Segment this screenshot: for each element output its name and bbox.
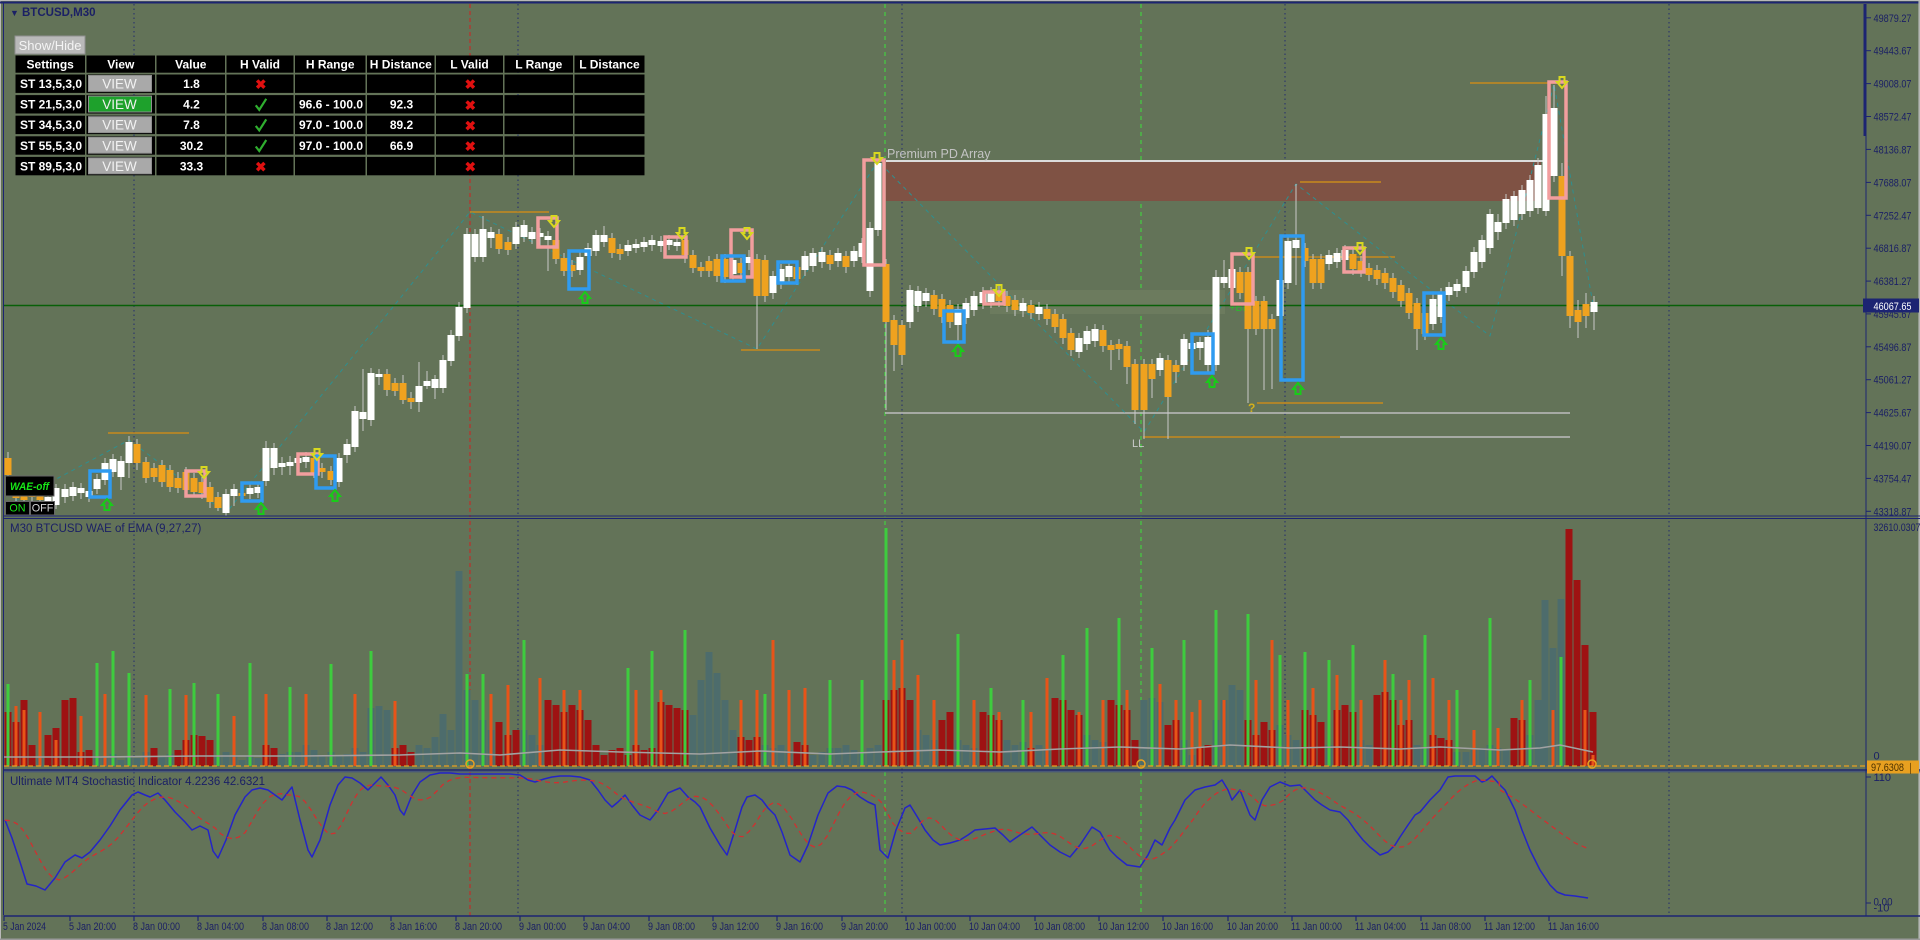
svg-text:48572.47: 48572.47	[1874, 112, 1912, 124]
svg-text:48136.87: 48136.87	[1874, 144, 1912, 156]
svg-text:0.00: 0.00	[1874, 897, 1893, 909]
svg-text:46067.65: 46067.65	[1874, 301, 1912, 313]
svg-text:43754.47: 43754.47	[1874, 473, 1912, 485]
svg-text:View: View	[107, 58, 135, 72]
svg-text:8 Jan 16:00: 8 Jan 16:00	[390, 921, 437, 933]
svg-text:Show/Hide: Show/Hide	[19, 38, 82, 53]
svg-text:Premium PD Array: Premium PD Array	[887, 147, 991, 161]
svg-text:44190.07: 44190.07	[1874, 441, 1912, 453]
svg-text:VIEW: VIEW	[102, 97, 137, 112]
svg-text:47252.47: 47252.47	[1874, 210, 1912, 222]
svg-text:9 Jan 20:00: 9 Jan 20:00	[841, 921, 888, 933]
svg-text:47688.07: 47688.07	[1874, 177, 1912, 189]
svg-text:8 Jan 00:00: 8 Jan 00:00	[133, 921, 180, 933]
svg-text:0: 0	[1874, 751, 1880, 763]
svg-text:│: │	[1908, 762, 1914, 774]
svg-text:L Range: L Range	[515, 58, 562, 72]
svg-text:ST 34,5,3,0: ST 34,5,3,0	[20, 118, 82, 132]
svg-text:ON: ON	[9, 503, 25, 515]
svg-text:✖: ✖	[465, 160, 476, 175]
svg-text:✖: ✖	[255, 77, 266, 92]
svg-text:5 Jan 20:00: 5 Jan 20:00	[69, 921, 116, 933]
svg-text:11 Jan 08:00: 11 Jan 08:00	[1420, 921, 1471, 933]
svg-text:ST 55,5,3,0: ST 55,5,3,0	[20, 139, 82, 153]
svg-text:97.6308: 97.6308	[1871, 762, 1904, 774]
svg-text:11 Jan 04:00: 11 Jan 04:00	[1355, 921, 1406, 933]
svg-text:✖: ✖	[465, 139, 476, 154]
svg-text:46816.87: 46816.87	[1874, 243, 1912, 255]
svg-text:BTCUSD,M30: BTCUSD,M30	[22, 7, 95, 19]
svg-text:H Distance: H Distance	[370, 58, 432, 72]
svg-text:VIEW: VIEW	[102, 159, 137, 174]
svg-text:10 Jan 12:00: 10 Jan 12:00	[1098, 921, 1149, 933]
svg-text:5 Jan 2024: 5 Jan 2024	[3, 921, 46, 933]
svg-text:10 Jan 00:00: 10 Jan 00:00	[905, 921, 956, 933]
svg-text:?: ?	[1248, 401, 1255, 415]
svg-text:11 Jan 16:00: 11 Jan 16:00	[1548, 921, 1599, 933]
svg-text:10 Jan 04:00: 10 Jan 04:00	[969, 921, 1020, 933]
svg-text:8 Jan 20:00: 8 Jan 20:00	[455, 921, 502, 933]
svg-text:WAE-off: WAE-off	[10, 481, 50, 493]
svg-text:10 Jan 16:00: 10 Jan 16:00	[1162, 921, 1213, 933]
svg-text:✖: ✖	[465, 77, 476, 92]
svg-text:1.8: 1.8	[183, 77, 200, 91]
svg-text:10 Jan 20:00: 10 Jan 20:00	[1227, 921, 1278, 933]
svg-text:L Valid: L Valid	[450, 58, 488, 72]
svg-text:30.2: 30.2	[180, 139, 204, 153]
svg-text:66.9: 66.9	[390, 139, 414, 153]
svg-text:7.8: 7.8	[183, 118, 200, 132]
svg-text:8 Jan 08:00: 8 Jan 08:00	[262, 921, 309, 933]
svg-text:49008.07: 49008.07	[1874, 79, 1912, 91]
svg-text:▼: ▼	[10, 8, 19, 18]
svg-text:9 Jan 08:00: 9 Jan 08:00	[648, 921, 695, 933]
svg-text:97.0 - 100.0: 97.0 - 100.0	[299, 139, 363, 153]
svg-text:11 Jan 00:00: 11 Jan 00:00	[1291, 921, 1342, 933]
svg-text:46381.27: 46381.27	[1874, 276, 1912, 288]
svg-text:44625.67: 44625.67	[1874, 408, 1912, 420]
svg-text:Ultimate MT4 Stochastic Indica: Ultimate MT4 Stochastic Indicator 4.2236…	[10, 776, 265, 788]
svg-text:VIEW: VIEW	[102, 77, 137, 92]
svg-text:-10: -10	[1874, 903, 1890, 915]
svg-text:33.3: 33.3	[180, 159, 204, 173]
svg-text:10 Jan 08:00: 10 Jan 08:00	[1034, 921, 1085, 933]
svg-text:9 Jan 16:00: 9 Jan 16:00	[776, 921, 823, 933]
svg-text:Value: Value	[175, 58, 207, 72]
svg-text:VIEW: VIEW	[102, 118, 137, 133]
svg-text:49879.27: 49879.27	[1874, 13, 1912, 25]
svg-text:45061.27: 45061.27	[1874, 375, 1912, 387]
svg-text:92.3: 92.3	[390, 98, 414, 112]
svg-text:ST 13,5,3,0: ST 13,5,3,0	[20, 77, 82, 91]
svg-text:✖: ✖	[255, 160, 266, 175]
svg-text:LL: LL	[1132, 438, 1144, 450]
svg-text:8 Jan 12:00: 8 Jan 12:00	[326, 921, 373, 933]
svg-text:89.2: 89.2	[390, 118, 414, 132]
svg-text:✖: ✖	[465, 118, 476, 133]
svg-text:ST 21,5,3,0: ST 21,5,3,0	[20, 98, 82, 112]
svg-text:11 Jan 12:00: 11 Jan 12:00	[1484, 921, 1535, 933]
svg-text:✖: ✖	[465, 98, 476, 113]
svg-text:8 Jan 04:00: 8 Jan 04:00	[197, 921, 244, 933]
svg-text:9 Jan 00:00: 9 Jan 00:00	[519, 921, 566, 933]
svg-text:49443.67: 49443.67	[1874, 46, 1912, 58]
svg-text:110: 110	[1874, 772, 1892, 784]
svg-text:4.2: 4.2	[183, 98, 200, 112]
svg-text:H Valid: H Valid	[240, 58, 280, 72]
svg-text:43318.87: 43318.87	[1874, 506, 1912, 518]
svg-text:97.0 - 100.0: 97.0 - 100.0	[299, 118, 363, 132]
svg-text:45496.87: 45496.87	[1874, 342, 1912, 354]
svg-text:H Range: H Range	[306, 58, 355, 72]
svg-text:Settings: Settings	[27, 58, 75, 72]
svg-text:32610.0307: 32610.0307	[1874, 522, 1920, 534]
svg-text:96.6 - 100.0: 96.6 - 100.0	[299, 98, 363, 112]
svg-text:VIEW: VIEW	[102, 138, 137, 153]
svg-text:L Distance: L Distance	[579, 58, 640, 72]
svg-text:OFF: OFF	[32, 503, 54, 515]
svg-text:9 Jan 04:00: 9 Jan 04:00	[583, 921, 630, 933]
svg-text:ST 89,5,3,0: ST 89,5,3,0	[20, 159, 82, 173]
svg-text:M30 BTCUSD WAE of EMA (9,27,27: M30 BTCUSD WAE of EMA (9,27,27)	[10, 523, 201, 535]
svg-text:9 Jan 12:00: 9 Jan 12:00	[712, 921, 759, 933]
